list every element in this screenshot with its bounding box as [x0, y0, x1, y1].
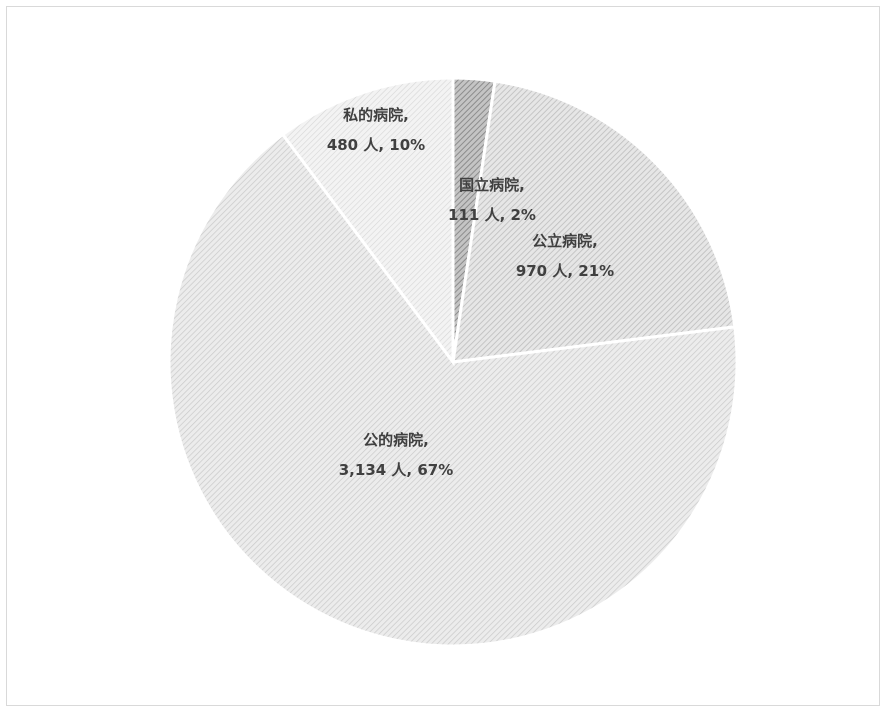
- pie-data-label-value: 111 人, 2%: [448, 206, 536, 224]
- pie-data-label-category: 国立病院,: [459, 176, 525, 194]
- pie-slice-4: [280, 76, 455, 367]
- pie-slices: [167, 76, 739, 648]
- pie-data-label-2: 公立病院, 970 人, 21%: [516, 232, 614, 280]
- pie-data-label-value: 970 人, 21%: [516, 262, 614, 280]
- pie-data-label-1: 国立病院, 111 人, 2%: [448, 176, 536, 224]
- pie-data-labels: 国立病院, 111 人, 2% 公立病院, 970 人, 21% 公的病院, 3,134 …: [327, 106, 614, 479]
- pie-data-label-value: 480 人, 10%: [327, 136, 425, 154]
- pie-data-label-category: 私的病院,: [342, 106, 409, 124]
- pie-data-label-value: 3,134 人, 67%: [339, 461, 454, 479]
- pie-data-label-3: 公的病院, 3,134 人, 67%: [339, 431, 454, 479]
- pie-slice-3: [167, 132, 739, 648]
- pie-data-label-4: 私的病院, 480 人, 10%: [327, 106, 425, 154]
- pie-data-label-category: 公的病院,: [363, 431, 429, 449]
- pie-data-label-category: 公立病院,: [532, 232, 598, 250]
- pie-slice-2: [451, 79, 737, 364]
